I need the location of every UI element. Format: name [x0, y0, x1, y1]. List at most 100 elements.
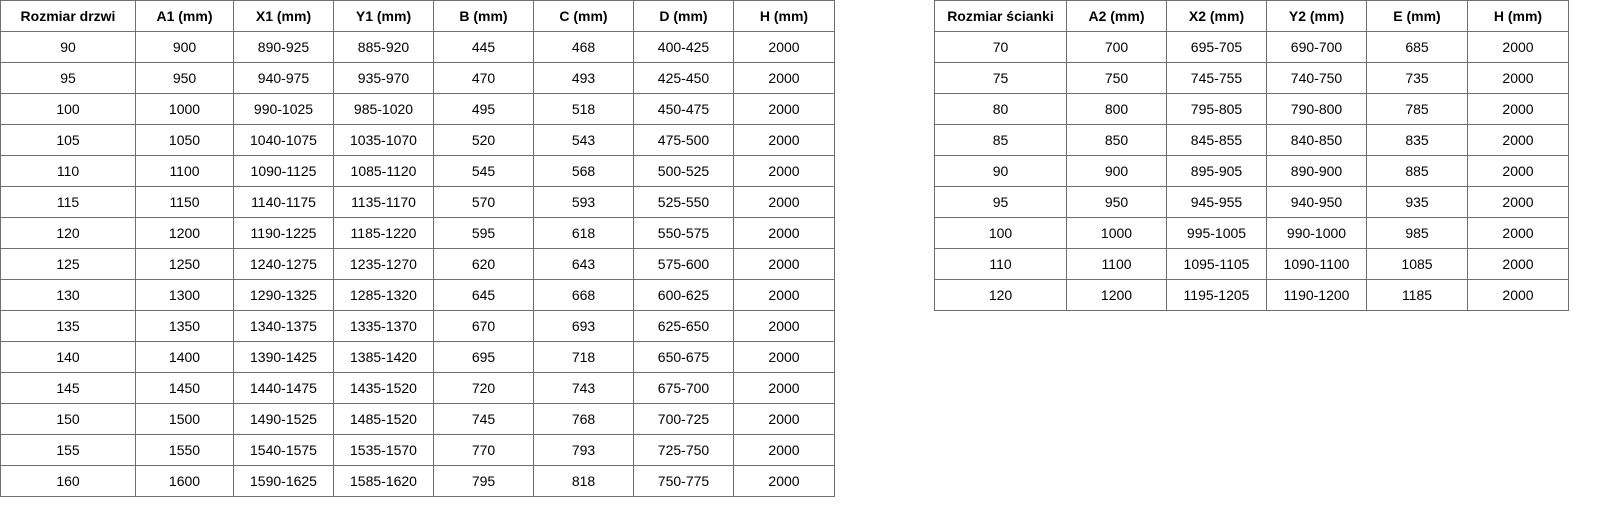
table-cell: 735: [1366, 62, 1468, 94]
table-cell: 2000: [733, 434, 835, 466]
table-cell: 1040-1075: [233, 124, 334, 156]
table-cell: 85: [934, 124, 1067, 156]
wall-size-table: Rozmiar ścianki A2 (mm) X2 (mm) Y2 (mm) E (m…: [934, 0, 1569, 311]
table-cell: 1490-1525: [233, 403, 334, 435]
table-cell: 1440-1475: [233, 372, 334, 404]
table-cell: 570: [433, 186, 534, 218]
column-header: H (mm): [733, 0, 835, 32]
table-cell: 1035-1070: [333, 124, 434, 156]
table-cell: 1085-1120: [333, 155, 434, 187]
table-cell: 155: [0, 434, 136, 466]
table-row: 115 1150 1140-1175 1135-1170 570 593 525-550 20…: [0, 186, 835, 218]
table-cell: 740-750: [1266, 62, 1367, 94]
table-cell: 500-525: [633, 155, 734, 187]
table-cell: 890-900: [1266, 155, 1367, 187]
table-cell: 543: [533, 124, 634, 156]
table-cell: 940-950: [1266, 186, 1367, 218]
table-cell: 1150: [135, 186, 234, 218]
table-cell: 110: [0, 155, 136, 187]
table-cell: 105: [0, 124, 136, 156]
table-cell: 2000: [733, 310, 835, 342]
table-row: 145 1450 1440-1475 1435-1520 720 743 675-700 20…: [0, 372, 835, 404]
table-cell: 690-700: [1266, 31, 1367, 63]
table-cell: 1540-1575: [233, 434, 334, 466]
table-cell: 995-1005: [1166, 217, 1267, 249]
table-cell: 2000: [1467, 93, 1569, 125]
table-cell: 2000: [1467, 124, 1569, 156]
table-row: 150 1500 1490-1525 1485-1520 745 768 700-725 20…: [0, 403, 835, 435]
table-cell: 2000: [1467, 279, 1569, 311]
table-cell: 1435-1520: [333, 372, 434, 404]
table-row: 95 950 945-955 940-950 935 2000: [934, 186, 1569, 218]
table-cell: 470: [433, 62, 534, 94]
table-cell: 518: [533, 93, 634, 125]
table-cell: 895-905: [1166, 155, 1267, 187]
table-cell: 2000: [733, 62, 835, 94]
table-cell: 793: [533, 434, 634, 466]
table-cell: 1185: [1366, 279, 1468, 311]
table-cell: 135: [0, 310, 136, 342]
table-cell: 900: [1066, 155, 1167, 187]
table-row: 125 1250 1240-1275 1235-1270 620 643 575-600 20…: [0, 248, 835, 280]
header-row: Rozmiar drzwi A1 (mm) X1 (mm) Y1 (mm) B (mm)…: [0, 0, 835, 32]
table-cell: 850: [1066, 124, 1167, 156]
table-cell: 935-970: [333, 62, 434, 94]
table-cell: 568: [533, 155, 634, 187]
table-cell: 120: [0, 217, 136, 249]
table-cell: 2000: [1467, 217, 1569, 249]
table-cell: 2000: [733, 217, 835, 249]
table-row: 135 1350 1340-1375 1335-1370 670 693 625-650 20…: [0, 310, 835, 342]
column-header: X2 (mm): [1166, 0, 1267, 32]
table-cell: 1200: [1066, 279, 1167, 311]
table-cell: 650-675: [633, 341, 734, 373]
table-cell: 668: [533, 279, 634, 311]
table-cell: 120: [934, 279, 1067, 311]
table-row: 130 1300 1290-1325 1285-1320 645 668 600-625 20…: [0, 279, 835, 311]
table-cell: 670: [433, 310, 534, 342]
table-cell: 1190-1200: [1266, 279, 1367, 311]
table-cell: 990-1025: [233, 93, 334, 125]
table-cell: 1590-1625: [233, 465, 334, 497]
table-cell: 545: [433, 155, 534, 187]
table-cell: 1585-1620: [333, 465, 434, 497]
table-cell: 985: [1366, 217, 1468, 249]
table-cell: 2000: [733, 124, 835, 156]
table-cell: 1450: [135, 372, 234, 404]
table-cell: 1400: [135, 341, 234, 373]
table-cell: 700-725: [633, 403, 734, 435]
table-cell: 145: [0, 372, 136, 404]
column-header: D (mm): [633, 0, 734, 32]
table-cell: 593: [533, 186, 634, 218]
table-cell: 693: [533, 310, 634, 342]
table-cell: 900: [135, 31, 234, 63]
table-cell: 1390-1425: [233, 341, 334, 373]
header-row: Rozmiar ścianki A2 (mm) X2 (mm) Y2 (mm) E (m…: [934, 0, 1569, 32]
table-cell: 2000: [733, 186, 835, 218]
table-cell: 950: [1066, 186, 1167, 218]
table-cell: 720: [433, 372, 534, 404]
table-cell: 425-450: [633, 62, 734, 94]
table-row: 90 900 890-925 885-920 445 468 400-425 2000: [0, 31, 835, 63]
table-cell: 110: [934, 248, 1067, 280]
table-cell: 450-475: [633, 93, 734, 125]
table-row: 100 1000 995-1005 990-1000 985 2000: [934, 217, 1569, 249]
table-cell: 745-755: [1166, 62, 1267, 94]
table-cell: 1600: [135, 465, 234, 497]
table-row: 160 1600 1590-1625 1585-1620 795 818 750-775 20…: [0, 465, 835, 497]
table-cell: 468: [533, 31, 634, 63]
table-cell: 985-1020: [333, 93, 434, 125]
table-cell: 1335-1370: [333, 310, 434, 342]
table-cell: 1350: [135, 310, 234, 342]
table-cell: 945-955: [1166, 186, 1267, 218]
column-header: H (mm): [1467, 0, 1569, 32]
table-cell: 70: [934, 31, 1067, 63]
table-cell: 1340-1375: [233, 310, 334, 342]
column-header: B (mm): [433, 0, 534, 32]
table-cell: 125: [0, 248, 136, 280]
table-cell: 800: [1066, 93, 1167, 125]
table-cell: 1135-1170: [333, 186, 434, 218]
table-cell: 115: [0, 186, 136, 218]
table-row: 70 700 695-705 690-700 685 2000: [934, 31, 1569, 63]
table-cell: 1195-1205: [1166, 279, 1267, 311]
table-cell: 890-925: [233, 31, 334, 63]
